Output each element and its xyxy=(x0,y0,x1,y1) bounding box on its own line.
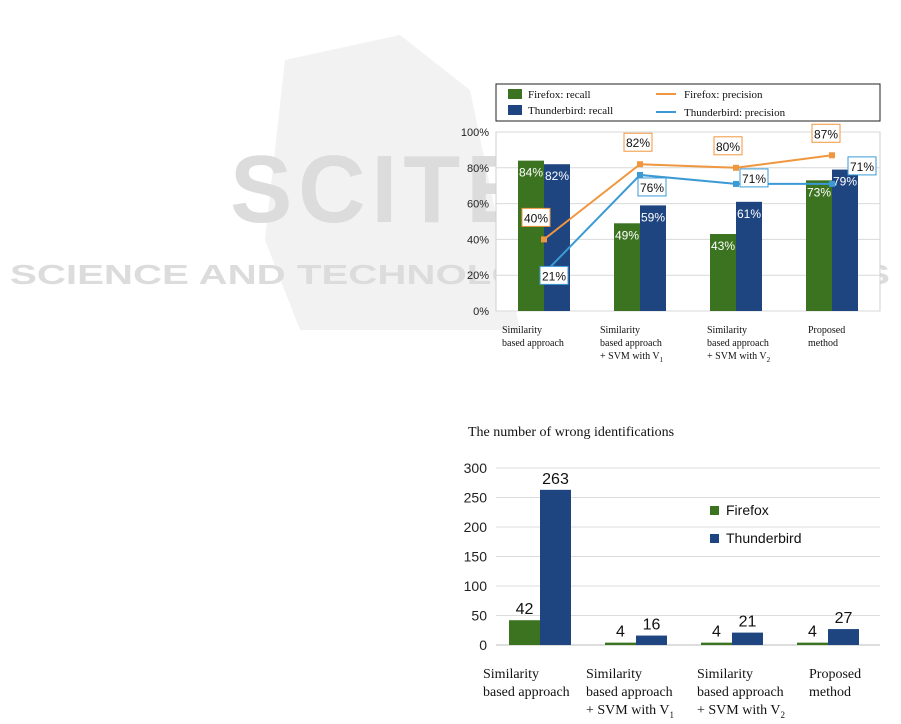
c2-category-label-3: Proposed method xyxy=(809,667,862,700)
c1-line-label-box xyxy=(521,207,551,227)
c2-bar-label: 42 xyxy=(516,601,534,618)
c2-bar-label: 21 xyxy=(739,614,757,631)
c1-bar-label: 82% xyxy=(545,169,569,183)
c1-line-label: 40% xyxy=(524,211,548,225)
c1-y-tick-label: 100% xyxy=(461,127,489,139)
c2-category-label-1: Similarity based approach + SVM with V1 xyxy=(586,667,674,720)
c2-bar-thunderbird xyxy=(540,489,571,645)
c2-bar-label: 16 xyxy=(643,617,661,634)
c1-bar-label: 43% xyxy=(711,239,735,253)
c2-bar-firefox xyxy=(797,642,828,645)
c2-bar-thunderbird xyxy=(828,629,859,645)
c1-line-marker xyxy=(541,236,547,243)
c1-bar-label: 79% xyxy=(833,175,857,189)
c1-y-tick-label: 0% xyxy=(473,306,489,318)
c1-line-marker xyxy=(637,171,643,178)
watermark-shape xyxy=(265,35,520,330)
c1-bar-label: 84% xyxy=(519,166,543,180)
c1-line-label: 82% xyxy=(626,136,650,150)
c2-bar-label: 27 xyxy=(835,610,853,627)
c2-y-tick-label: 200 xyxy=(464,519,488,535)
c2-bar-firefox xyxy=(701,642,732,645)
c2-category-label-0: Similarity based approach xyxy=(483,667,570,700)
c1-legend-label: Firefox: precision xyxy=(684,89,763,101)
c2-legend-label: Firefox xyxy=(726,502,769,518)
c2-bar-label: 4 xyxy=(808,624,817,641)
c1-line-marker xyxy=(637,161,643,168)
c1-category-label-0: Similarity based approach xyxy=(502,325,564,349)
c1-bar-thunderbird-recall xyxy=(640,205,666,311)
c2-y-tick-label: 0 xyxy=(479,637,487,653)
c2-y-tick-label: 50 xyxy=(471,608,487,624)
c2-y-tick-label: 100 xyxy=(464,578,488,594)
c2-legend-swatch xyxy=(710,534,719,543)
c1-line-label: 87% xyxy=(814,127,838,141)
c1-line-label-box xyxy=(811,123,841,143)
c1-line-label: 76% xyxy=(640,181,664,195)
c1-line-label-box xyxy=(637,177,667,197)
c1-legend-swatch xyxy=(508,89,522,99)
c1-bar-thunderbird-recall xyxy=(544,164,570,311)
c1-line-label-box xyxy=(539,265,569,285)
c1-legend xyxy=(495,83,881,122)
c1-bar-thunderbird-recall xyxy=(832,169,858,311)
c1-line-label-box xyxy=(739,168,769,188)
c1-line-marker xyxy=(829,180,835,187)
c2-bar-label: 4 xyxy=(712,624,721,641)
c1-line-label-box xyxy=(847,156,877,176)
c1-line-firefox-precision xyxy=(543,154,833,241)
c1-line-label-box xyxy=(713,136,743,156)
c1-line-marker xyxy=(829,152,835,159)
c2-bar-thunderbird xyxy=(636,635,667,645)
c1-line-marker xyxy=(733,180,739,187)
c1-legend-label: Thunderbird: precision xyxy=(684,107,786,119)
c1-bar-label: 59% xyxy=(641,210,665,224)
c1-bar-label: 61% xyxy=(737,207,761,221)
c2-y-tick-label: 150 xyxy=(464,549,488,565)
c1-line-label: 71% xyxy=(850,160,874,174)
c2-bar-label: 4 xyxy=(616,624,625,641)
c2-legend-label: Thunderbird xyxy=(726,530,802,546)
c2-y-tick-label: 250 xyxy=(464,490,488,506)
c1-bar-firefox-recall xyxy=(806,180,832,311)
c1-bar-label: 49% xyxy=(615,228,639,242)
c2-bar-label: 263 xyxy=(542,471,569,488)
c1-y-tick-label: 60% xyxy=(467,199,489,211)
c1-category-label-1: Similarity based approach + SVM with V1 xyxy=(600,325,664,364)
c1-y-tick-label: 80% xyxy=(467,163,489,175)
c1-legend-swatch xyxy=(508,105,522,115)
c2-category-label-2: Similarity based approach + SVM with V2 xyxy=(697,667,785,720)
c1-line-label-box xyxy=(623,132,653,152)
c2-legend-swatch xyxy=(710,506,719,515)
c1-line-marker xyxy=(733,164,739,171)
c1-bar-firefox-recall xyxy=(614,223,640,311)
wrong-identifications-title: The number of wrong identifications xyxy=(468,425,675,440)
c1-legend-label: Thunderbird: recall xyxy=(528,105,613,117)
c1-y-tick-label: 40% xyxy=(467,234,489,246)
c2-bar-firefox xyxy=(605,642,636,645)
c1-y-tick-label: 20% xyxy=(467,270,489,282)
c1-line-label: 80% xyxy=(716,140,740,154)
c1-bar-firefox-recall xyxy=(518,160,544,311)
c1-line-label: 21% xyxy=(542,269,566,283)
c2-bar-thunderbird xyxy=(732,632,763,645)
c1-line-label: 71% xyxy=(742,172,766,186)
c1-bar-label: 73% xyxy=(807,185,831,199)
c1-category-label-3: Proposed method xyxy=(808,325,846,349)
c1-bar-thunderbird-recall xyxy=(736,201,762,311)
c1-category-label-2: Similarity based approach + SVM with V2 xyxy=(707,325,771,364)
c1-bar-firefox-recall xyxy=(710,234,736,311)
c2-bar-firefox xyxy=(509,620,540,645)
c1-legend-label: Firefox: recall xyxy=(528,89,591,101)
c2-y-tick-label: 300 xyxy=(464,460,488,476)
c1-line-thunderbird-precision xyxy=(543,173,832,275)
